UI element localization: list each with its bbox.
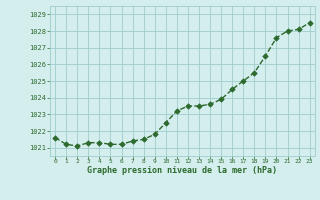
X-axis label: Graphe pression niveau de la mer (hPa): Graphe pression niveau de la mer (hPa): [87, 166, 277, 175]
